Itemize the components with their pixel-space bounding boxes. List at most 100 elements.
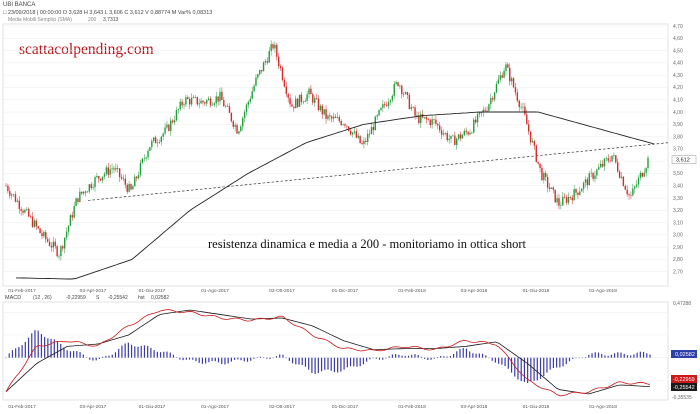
macd-hist-bar [27, 337, 30, 358]
x-tick-label: 01-Ago-2017 [201, 288, 229, 294]
candle-body [370, 127, 373, 135]
candle-body [35, 220, 38, 227]
candle-body [194, 96, 197, 98]
candle-body [162, 133, 164, 137]
macd-hist-bar [147, 345, 149, 358]
macd-hist-bar [385, 357, 387, 359]
price-tick-label: 3,20 [673, 208, 683, 214]
macd-hist-bar [536, 357, 538, 381]
macd-hist-bar [108, 355, 110, 358]
macd-hist-bar [517, 357, 519, 380]
candle-body [249, 98, 252, 102]
macd-hist-bar [224, 357, 226, 365]
macd-hist-bar [137, 346, 139, 358]
candle-body [594, 175, 596, 179]
candle-body [637, 177, 640, 185]
macd-hist-bar [349, 357, 352, 367]
symbol-title: UBI BANCA [3, 2, 35, 8]
candle-body [86, 191, 89, 193]
macd-hist-bar [588, 354, 590, 358]
macd-hist-bar [253, 357, 255, 359]
candlesticks [5, 40, 649, 261]
price-panel-frame [2, 23, 669, 287]
price-tick-label: 3,10 [673, 220, 683, 226]
price-tick-label: 4,10 [673, 98, 683, 104]
macd-hist-bar [134, 346, 136, 358]
candle-body [590, 172, 592, 174]
candle-body [376, 115, 378, 117]
macd-signal-badge: -0,25542 [671, 383, 697, 391]
candle-body [567, 196, 570, 203]
macd-hist-bar [76, 351, 78, 358]
macd-hist-bar [21, 345, 23, 358]
candle-body [16, 200, 19, 202]
macd-hist-bar [327, 357, 329, 370]
candle-body [420, 114, 422, 124]
macd-hist-label: hst [138, 295, 145, 301]
macd-hist-bar [163, 351, 165, 358]
price-tick-label: 2,90 [673, 245, 683, 251]
candle-body [10, 194, 13, 196]
candle-body [484, 109, 486, 111]
macd-hist-bar [15, 348, 17, 358]
macd-hist-bar [291, 357, 294, 364]
candle-body [514, 87, 517, 93]
candle-body [33, 220, 36, 227]
macd-hist-bar [275, 356, 278, 358]
candle-body [495, 83, 498, 93]
candle-body [471, 132, 473, 134]
candle-body [461, 135, 464, 139]
ohlc-readout: □ 23/09/2018 | 00:00:00 O 3,628 H 3,643 … [3, 10, 212, 16]
candle-body [283, 79, 286, 87]
macd-hist-bar [362, 357, 365, 365]
macd-hist-bar [472, 353, 474, 358]
candle-body [296, 98, 299, 107]
macd-hist-bar [320, 357, 323, 372]
candle-body [334, 116, 337, 118]
candle-body [149, 147, 151, 151]
candle-body [293, 106, 295, 109]
candle-body [605, 158, 608, 159]
macd-hist-bar [436, 357, 439, 358]
x-tick-label: 01-Feb-2018 [398, 404, 426, 410]
macd-hist-bar [639, 351, 641, 358]
candle-body [50, 245, 53, 248]
macd-hist-bar [79, 352, 81, 358]
candle-body [344, 124, 346, 126]
macd-hist-bar [56, 341, 59, 358]
candle-body [346, 125, 348, 127]
candle-body [308, 88, 310, 95]
resistance-trendline [87, 142, 669, 201]
candle-body [410, 107, 412, 109]
candle-body [71, 215, 73, 218]
candle-body [327, 115, 329, 119]
candle-body [573, 189, 575, 201]
candle-body [548, 187, 551, 189]
candle-body [109, 169, 111, 175]
macd-hist-bar [304, 357, 307, 367]
candle-body [135, 176, 138, 179]
candle-body [592, 172, 594, 179]
candle-body [120, 177, 123, 179]
candle-body [372, 127, 375, 131]
macd-hist-bar [401, 355, 403, 358]
price-axis: 4,70 4,60 4,50 4,40 4,30 4,20 4,10 4,00 3,90 3,80… [673, 24, 683, 276]
macd-hist-bar [478, 353, 480, 358]
macd-hist-bar [44, 336, 46, 358]
candle-body [92, 187, 94, 188]
candle-body [31, 216, 34, 227]
candle-body [450, 135, 452, 139]
macd-hist-bar [201, 357, 204, 364]
candle-body [287, 93, 289, 98]
candle-body [243, 112, 246, 118]
candle-body [438, 125, 441, 131]
macd-hist-bar [578, 357, 580, 359]
candle-body [393, 83, 395, 96]
x-tick-label: 03-Apr-2018 [461, 288, 488, 294]
macd-hist-bar [333, 357, 336, 373]
candle-body [173, 120, 176, 123]
macd-hist-bar [159, 352, 162, 358]
macd-hist-bar [234, 357, 236, 360]
macd-hist-bar [597, 352, 600, 358]
candle-body [365, 140, 367, 142]
